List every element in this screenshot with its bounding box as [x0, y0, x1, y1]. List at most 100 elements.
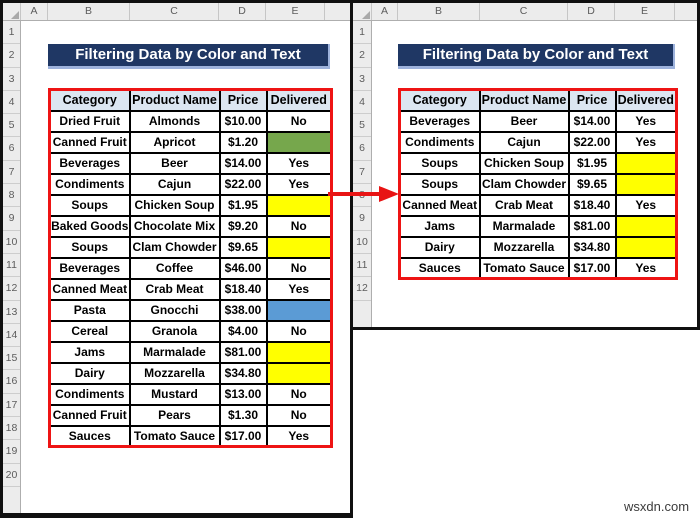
cell-price[interactable]: $4.00: [218, 319, 268, 343]
cell-product-name[interactable]: Gnocchi: [128, 298, 221, 322]
left-sheet-area[interactable]: Filtering Data by Color and Text Categor…: [21, 21, 350, 513]
cell-delivered[interactable]: [265, 340, 333, 364]
header-category[interactable]: Category: [48, 88, 131, 112]
cell-delivered[interactable]: Yes: [265, 277, 333, 301]
cell-delivered[interactable]: No: [265, 214, 333, 238]
row-header[interactable]: 12: [353, 277, 371, 301]
cell-category[interactable]: Soups: [398, 172, 481, 196]
cell-product-name[interactable]: Crab Meat: [128, 277, 221, 301]
cell-price[interactable]: $17.00: [218, 424, 268, 448]
cell-delivered[interactable]: Yes: [614, 109, 678, 133]
cell-product-name[interactable]: Mozzarella: [128, 361, 221, 385]
column-header[interactable]: A: [21, 3, 48, 20]
column-header[interactable]: C: [480, 3, 568, 20]
cell-price[interactable]: $1.95: [567, 151, 617, 175]
cell-price[interactable]: $9.65: [218, 235, 268, 259]
row-header[interactable]: 1: [353, 21, 371, 45]
cell-delivered[interactable]: [265, 130, 333, 154]
cell-delivered[interactable]: No: [265, 319, 333, 343]
cell-category[interactable]: Beverages: [398, 109, 481, 133]
cell-category[interactable]: Sauces: [398, 256, 481, 280]
cell-delivered[interactable]: Yes: [614, 256, 678, 280]
cell-delivered[interactable]: Yes: [614, 130, 678, 154]
column-header[interactable]: B: [398, 3, 480, 20]
cell-category[interactable]: Canned Meat: [48, 277, 131, 301]
header-delivered[interactable]: Delivered: [614, 88, 678, 112]
row-header[interactable]: 1: [3, 21, 20, 45]
row-header[interactable]: 18: [3, 417, 20, 441]
header-price[interactable]: Price: [567, 88, 617, 112]
row-header[interactable]: 12: [3, 277, 20, 301]
right-sheet-area[interactable]: Filtering Data by Color and Text Categor…: [372, 21, 697, 327]
cell-delivered[interactable]: Yes: [265, 424, 333, 448]
cell-price[interactable]: $22.00: [567, 130, 617, 154]
row-header[interactable]: 5: [353, 114, 371, 138]
cell-delivered[interactable]: [614, 235, 678, 259]
cell-product-name[interactable]: Pears: [128, 403, 221, 427]
row-header[interactable]: 6: [353, 137, 371, 161]
column-header[interactable]: D: [219, 3, 266, 20]
cell-product-name[interactable]: Beer: [478, 109, 570, 133]
row-header[interactable]: 9: [3, 207, 20, 231]
cell-delivered[interactable]: No: [265, 256, 333, 280]
cell-price[interactable]: $9.20: [218, 214, 268, 238]
cell-product-name[interactable]: Marmalade: [478, 214, 570, 238]
row-header[interactable]: 5: [3, 114, 20, 138]
column-header[interactable]: C: [130, 3, 219, 20]
cell-price[interactable]: $1.20: [218, 130, 268, 154]
column-header[interactable]: D: [568, 3, 615, 20]
row-header[interactable]: 4: [353, 91, 371, 115]
cell-product-name[interactable]: Cajun: [128, 172, 221, 196]
row-header[interactable]: 2: [353, 44, 371, 68]
cell-price[interactable]: $34.80: [567, 235, 617, 259]
row-header[interactable]: 3: [3, 68, 20, 91]
cell-delivered[interactable]: Yes: [265, 172, 333, 196]
cell-category[interactable]: Dairy: [48, 361, 131, 385]
cell-delivered[interactable]: No: [265, 382, 333, 406]
row-header[interactable]: 7: [353, 161, 371, 185]
select-all-corner[interactable]: [3, 3, 21, 20]
cell-delivered[interactable]: [614, 151, 678, 175]
cell-price[interactable]: $1.30: [218, 403, 268, 427]
cell-delivered[interactable]: Yes: [265, 151, 333, 175]
cell-product-name[interactable]: Cajun: [478, 130, 570, 154]
row-header[interactable]: 6: [3, 137, 20, 161]
cell-category[interactable]: Dried Fruit: [48, 109, 131, 133]
cell-delivered[interactable]: [265, 298, 333, 322]
cell-product-name[interactable]: Crab Meat: [478, 193, 570, 217]
cell-price[interactable]: $14.00: [567, 109, 617, 133]
cell-category[interactable]: Canned Fruit: [48, 130, 131, 154]
column-header[interactable]: E: [266, 3, 325, 20]
header-delivered[interactable]: Delivered: [265, 88, 333, 112]
row-header[interactable]: 17: [3, 394, 20, 418]
cell-product-name[interactable]: Marmalade: [128, 340, 221, 364]
cell-product-name[interactable]: Mozzarella: [478, 235, 570, 259]
cell-delivered[interactable]: No: [265, 109, 333, 133]
cell-category[interactable]: Baked Goods: [48, 214, 131, 238]
cell-product-name[interactable]: Chicken Soup: [478, 151, 570, 175]
cell-product-name[interactable]: Apricot: [128, 130, 221, 154]
row-header[interactable]: 9: [353, 207, 371, 231]
cell-category[interactable]: Beverages: [48, 256, 131, 280]
cell-delivered[interactable]: [265, 235, 333, 259]
cell-price[interactable]: $38.00: [218, 298, 268, 322]
cell-price[interactable]: $81.00: [218, 340, 268, 364]
cell-category[interactable]: Condiments: [48, 172, 131, 196]
select-all-corner[interactable]: [353, 3, 372, 20]
cell-product-name[interactable]: Mustard: [128, 382, 221, 406]
cell-price[interactable]: $34.80: [218, 361, 268, 385]
row-header[interactable]: 11: [3, 254, 20, 278]
row-header[interactable]: 10: [3, 231, 20, 254]
cell-product-name[interactable]: Almonds: [128, 109, 221, 133]
cell-product-name[interactable]: Coffee: [128, 256, 221, 280]
cell-delivered[interactable]: [614, 172, 678, 196]
cell-delivered[interactable]: [614, 214, 678, 238]
cell-product-name[interactable]: Tomato Sauce: [128, 424, 221, 448]
row-header[interactable]: 20: [3, 464, 20, 487]
cell-product-name[interactable]: Beer: [128, 151, 221, 175]
cell-category[interactable]: Cereal: [48, 319, 131, 343]
cell-delivered[interactable]: [265, 193, 333, 217]
cell-category[interactable]: Jams: [48, 340, 131, 364]
cell-product-name[interactable]: Chocolate Mix: [128, 214, 221, 238]
row-header[interactable]: 4: [3, 91, 20, 115]
